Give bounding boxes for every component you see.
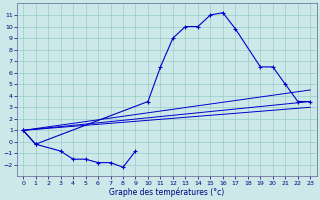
X-axis label: Graphe des températures (°c): Graphe des températures (°c) (109, 187, 224, 197)
